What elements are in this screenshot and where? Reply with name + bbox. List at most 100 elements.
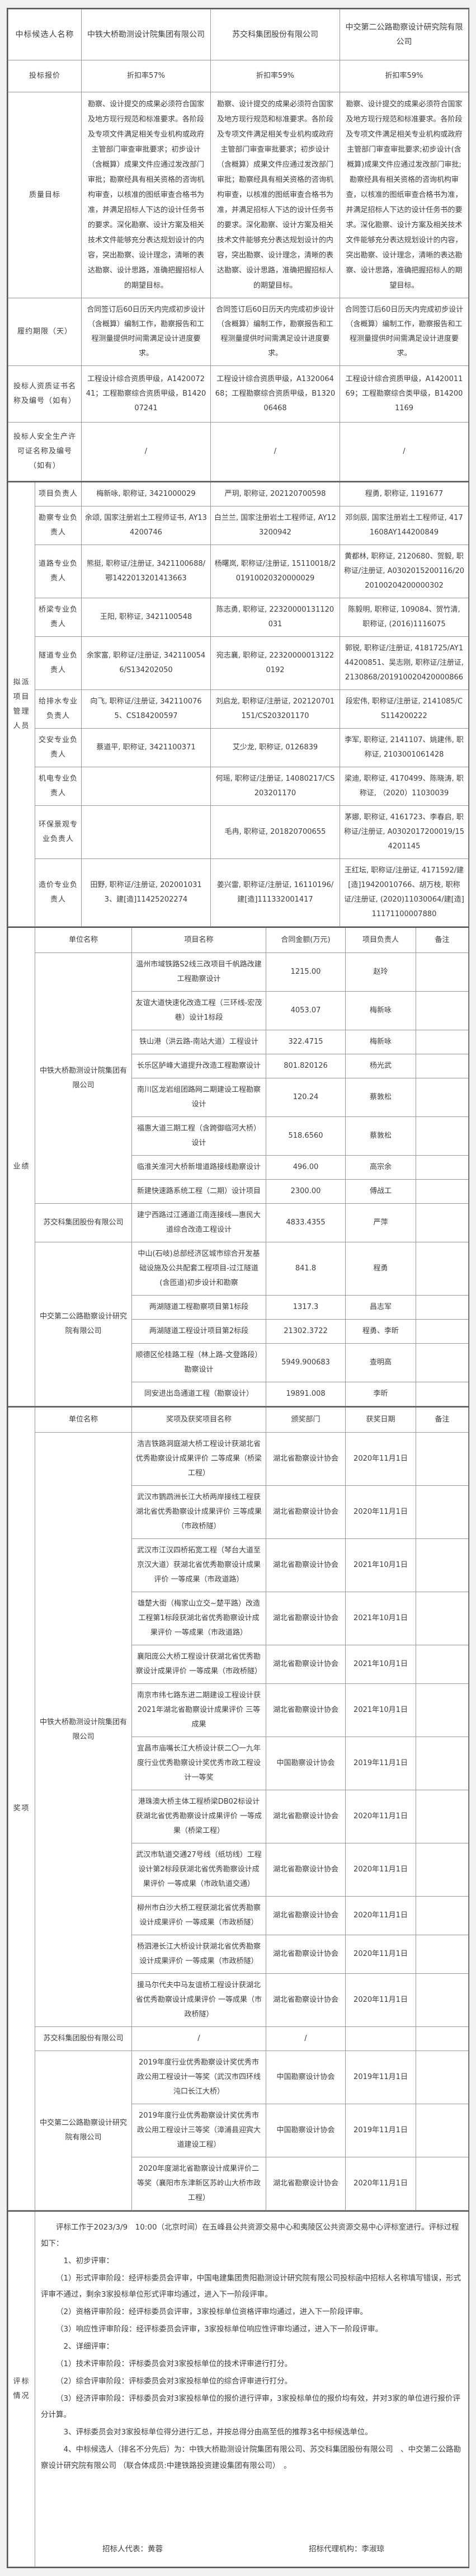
award-name: 援马尔代夫中马友谊桥工程设计获湖北省优秀勘察设计成果评价 一等成果（市政桥隧） [131,1973,266,2027]
personnel-cell: 程勇, 职称证, 1191677 [340,481,469,506]
section-label-personnel: 拟派项目管理人员 [8,481,35,927]
evaluation-paragraph: （3）响应性评审阶段：经评标委员会评审，3家投标单位响应性评审均通过，进入下一阶… [56,2325,383,2334]
personnel-cell: 熊挺, 职称证/注册证, 3421100688/鄂142201320141366… [81,545,211,598]
row-label-project-manager: 项目负责人 [35,481,82,506]
award-name: 浩吉铁路洞庭湖大桥工程设计获湖北省优秀勘察设计成果评价 二等成果（桥梁工程） [131,1432,266,1486]
table-row: 2019年度行业优秀勘察设计奖优秀市政公用工程设计三等奖（漳浦县迎宾大道建设工程… [8,2104,469,2157]
performance-amount: 801.820126 [266,1054,346,1078]
performance-project: 南川区龙岩组团路网二期建设工程勘察设计 [131,1078,266,1117]
performance-project: 铁山港（洪云路-南站大道）工程设计 [131,1030,266,1054]
performance-table: 业绩 单位名称 项目名称 合同金额(万元) 项目负责人 备注 中铁大桥勘测设计院… [8,927,469,1406]
evaluation-paragraph: （3）经济评审阶段：评标委员会对3家投标单位的报价进行评审，3家投标单位的报价均… [41,2394,460,2419]
award-note [416,1683,469,1737]
performance-note [416,1382,469,1406]
performance-note [416,1078,469,1117]
personnel-cell: 李军, 职称证, 2141107、姚建伟, 职称证, 2103001061428 [340,728,469,767]
candidate-3-safety-license: / [340,422,469,481]
table-row: 中交第二公路勘察设计研究院有限公司 2019年度行业优秀勘察设计奖优秀市政公用工… [8,2051,469,2211]
candidate-2-qualification: 工程设计综合资质甲级，A132006468；工程勘察综合资质甲级，B132006… [210,365,340,423]
performance-manager: 高宗余 [345,1155,416,1180]
award-company: 中交第二公路勘察设计研究院有限公司 [35,2051,132,2211]
award-date: 2020年11月1日 [345,1790,416,1843]
table-row: 质量目标 勘察、设计提交的成果必须符合国家及地方现行规范和标准要求。各阶段及专项… [8,92,469,298]
personnel-cell: 白兰兰, 国家注册岩土工程师证, AY123200942 [210,506,340,545]
candidate-3-quality-goal: 勘察、设计提交的成果必须符合国家及地方现行规范和标准要求。各阶段及专项文件满足相… [340,92,469,298]
row-label-quality-goal: 质量目标 [8,92,82,298]
award-name: 武汉市江汉四桥拓宽工程（琴台大道至京汉大道）获湖北省优秀勘察设计成果评价 一等成… [131,1538,266,1592]
performance-amount: 518.6560 [266,1116,346,1156]
performance-project: 建宁西路过江通道江南连接线—惠民大道综合改造工程设计 [131,1203,266,1242]
award-note [416,1432,469,1486]
table-row: 机电专业负责人 何瑶, 职称证/注册证, 14080217/CS20320117… [8,767,469,806]
award-name: 柳州市白沙大桥工程获湖北省优秀勘察设计成果评价 一等成果（市政桥隧） [131,1896,266,1935]
table-row: 雄楚大街（梅家山立交~楚平路）改造工程第1标段获湖北省优秀勘察设计成果评价 一等… [8,1592,469,1645]
performance-amount: 1215.00 [266,952,346,992]
award-date: 2021年10月1日 [345,1683,416,1737]
performance-note [416,1295,469,1320]
award-note [416,1592,469,1645]
award-note [416,1896,469,1935]
col-header-award-name: 奖项及获奖项目名称 [131,1406,266,1433]
table-row: 友谊大道快速化改造工程（三环线-宏茂巷）设计1标段 4053.07 梅新咏 [8,991,469,1030]
performance-project: 两湖隧道工程勘察项目第1标段 [131,1295,266,1320]
award-issuer: 湖北省勘察设计协会 [266,1538,346,1592]
table-row: 铁山港（洪云路-南站大道）工程设计 322.4715 梅新咏 [8,1030,469,1054]
candidate-3-duration: 合同签订后60日历天内完成初步设计（含概算）编制工作，勘察报告和工程测量提供时间… [340,298,469,366]
performance-manager: 程勇、李昕 [345,1319,416,1344]
table-row: 武汉市鹦鹉洲长江大桥两岸接线工程获湖北省优秀勘察设计成果评价 三等成果（市政桥隧… [8,1485,469,1539]
performance-manager: 昌志军 [345,1295,416,1320]
award-name: 武汉市轨道交通27号线（纸坊线）工程设计第2标段获湖北省优秀勘察设计成果评价 一… [131,1843,266,1897]
award-note [416,1737,469,1790]
performance-amount: 496.00 [266,1155,346,1180]
award-issuer: 湖北省勘察设计协会 [266,1432,346,1486]
personnel-table: 拟派项目管理人员 项目负责人 梅新咏, 职称证, 3421000029 严玥, … [8,481,469,927]
performance-manager: 查明高 [345,1343,416,1382]
award-date: 2020年11月1日 [345,1843,416,1897]
personnel-cell: 梁迪, 职称证, 4170499、陈晓涛, 职称证, （2020）1103003… [340,767,469,806]
section-label-performance: 业绩 [8,927,35,1406]
award-issuer: 湖北省勘察设计协会 [266,1592,346,1645]
col-header-note: 备注 [416,927,469,953]
personnel-cell: 黄都林, 职称证, 2120680、贺毅, 职称证/注册证, A03020152… [340,545,469,598]
performance-note [416,991,469,1030]
award-date [345,2026,416,2051]
award-date: 2021年10月1日 [345,1645,416,1684]
table-row: 道路专业负责人 熊挺, 职称证/注册证, 3421100688/鄂1422013… [8,545,469,598]
table-row: 中铁大桥勘测设计院集团有限公司 温州市域铁路S2线三改项目千帆路改建工程勘察设计… [8,952,469,1204]
row-label-tunnel-lead: 隧道专业负责人 [35,636,82,690]
personnel-cell: 严玥, 职称证, 202120700598 [210,481,340,506]
candidate-1-price: 折扣率57% [81,60,211,92]
table-row: 襄阳庞公大桥工程设计获湖北省优秀勘察设计成果评价 一等成果（市政桥隧） 湖北省勘… [8,1645,469,1684]
award-name: / [131,2026,266,2051]
personnel-cell: 陈志勇, 职称证, 22320000131120031 [210,598,340,637]
personnel-cell: 艾少龙, 职称证, 0126839 [210,728,340,767]
performance-project: 顺德区伦桂路工程（林上路-文登路段）勘察设计 [131,1343,266,1382]
performance-project: 两湖隧道工程设计项目第2标段 [131,1319,266,1344]
personnel-cell: 陈毅明, 职称证, 109084、贺竹清, 职称证, (2016)1116075 [340,598,469,637]
award-date: 2021年10月1日 [345,1538,416,1592]
award-issuer: 中国勘察设计协会 [266,2051,346,2104]
col-header-issuer: 颁奖部门 [266,1406,346,1433]
award-name: 2019年度行业优秀勘察设计奖优秀市政公用工程设计三等奖（漳浦县迎宾大道建设工程… [131,2104,266,2157]
award-issuer: 湖北省勘察设计协会 [266,1683,346,1737]
award-issuer: 湖北省勘察设计协会 [266,1973,346,2027]
tenderer-representative: 招标人代表：黄蓉 [102,2545,163,2554]
award-note [416,1935,469,1974]
table-row: 桥梁专业负责人 王阳, 职称证, 3421100548 陈志勇, 职称证, 22… [8,598,469,637]
performance-amount: 19891.008 [266,1382,346,1406]
table-header-row: 奖项 单位名称 奖项及获奖项目名称 颁奖部门 获奖日期 备注 [8,1406,469,2211]
candidate-3-price: 折扣率59% [340,60,469,92]
award-company: 中铁大桥勘测设计院集团有限公司 [35,1432,132,2027]
award-note [416,2104,469,2157]
award-note [416,2026,469,2051]
table-row: 武汉市江汉四桥拓宽工程（琴台大道至京汉大道）获湖北省优秀勘察设计成果评价 一等成… [8,1538,469,1592]
candidate-1-duration: 合同签订后60日历天内完成初步设计（含概算）编制工作，勘察报告和工程测量提供时间… [81,298,211,366]
award-date: 2021年10月1日 [345,1592,416,1645]
col-header-amount: 合同金额(万元) [266,927,346,953]
performance-manager: 严萍 [345,1203,416,1242]
section-label-evaluation: 评标情况 [8,2211,35,2567]
award-name: 2020年度湖北省勘察设计成果评价二等奖（襄阳市东津新区苏岭山大桥市政工程） [131,2157,266,2211]
performance-amount: 2300.00 [266,1179,346,1204]
row-label-landscape-lead: 环保景观专业负责人 [35,805,82,859]
table-row: 环保景观专业负责人 毛冉, 职称证, 201820700655 茅娜, 职称证,… [8,805,469,859]
